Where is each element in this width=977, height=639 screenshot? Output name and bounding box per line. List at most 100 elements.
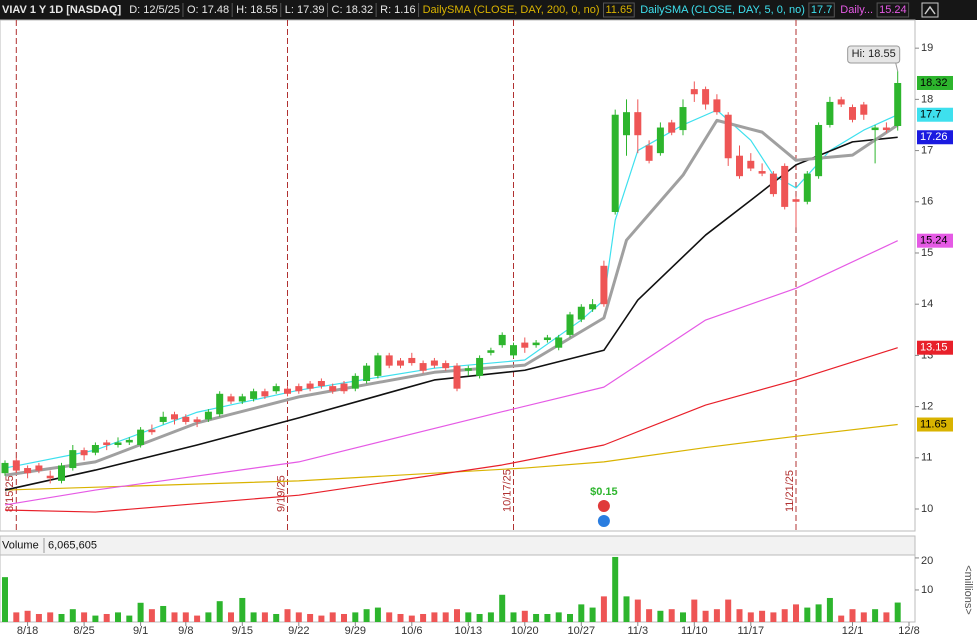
x-tick-label: 9/1: [133, 625, 148, 637]
x-tick-label: 9/8: [178, 625, 193, 637]
price-tag: [917, 340, 953, 355]
volume-bar: [804, 607, 811, 622]
tool-icon[interactable]: [921, 2, 939, 18]
volume-bar: [442, 612, 449, 622]
sma-line: [4, 109, 898, 469]
volume-bar: [883, 612, 890, 622]
header-item: D: 12/5/25: [129, 4, 180, 16]
volume-bar: [182, 612, 189, 622]
volume-bar: [826, 597, 833, 622]
candle-body: [284, 388, 291, 394]
x-tick-label: 10/20: [511, 625, 539, 637]
volume-bar: [600, 596, 607, 622]
volume-bar: [171, 612, 178, 622]
volume-bar: [657, 610, 664, 622]
header-item: C: 18.32: [332, 4, 374, 16]
legend-entry: DailySMA (CLOSE, DAY, 5, 0, no): [640, 4, 805, 16]
legend-value: 17.7: [811, 4, 832, 16]
price-tag: [917, 107, 953, 122]
sma-line: [4, 347, 898, 513]
volume-bar: [284, 609, 291, 622]
candle-body: [849, 107, 856, 120]
candle-body: [385, 355, 393, 366]
candle-body: [510, 345, 517, 356]
candle-body: [12, 460, 20, 471]
volume-bar: [341, 613, 347, 622]
candle-body: [702, 89, 710, 105]
volume-bar: [894, 602, 901, 622]
candle-body: [894, 82, 902, 126]
candle-body: [295, 386, 303, 392]
hi-label: Hi: 18.55: [852, 48, 896, 60]
volume-bar: [2, 577, 8, 622]
volume-bar: [668, 609, 675, 622]
legend-value-box: [808, 2, 835, 18]
icon-glyph[interactable]: [924, 5, 936, 15]
volume-unit: <millions>: [962, 565, 974, 615]
candle-body: [837, 99, 845, 105]
candle-body: [453, 365, 461, 389]
candle-body: [623, 112, 630, 136]
volume-bar: [216, 601, 223, 622]
volume-bar: [126, 615, 133, 622]
candle-body: [408, 357, 416, 364]
x-tick-label: 10/13: [455, 625, 483, 637]
volume-bar: [386, 612, 393, 622]
volume-bar: [499, 594, 506, 622]
candle-body: [634, 112, 642, 136]
price-tag-label: 15.24: [920, 235, 948, 247]
candle-body: [351, 375, 359, 389]
volume-bar: [35, 613, 42, 622]
volume-bar: [860, 612, 867, 622]
legend-value-box: [603, 2, 635, 18]
candle-body: [91, 445, 99, 453]
candle-body: [46, 475, 54, 479]
candle-body: [80, 450, 88, 456]
candle-body: [227, 396, 235, 402]
candle-body: [826, 101, 834, 125]
x-tick-label: 9/22: [288, 625, 309, 637]
candle-body: [747, 160, 755, 169]
volume-bar: [702, 610, 709, 622]
price-tag-label: 18.32: [920, 77, 948, 89]
volume-bar: [465, 612, 472, 622]
candle-body: [171, 414, 178, 420]
volume-bar: [239, 597, 246, 622]
legend-entry: DailySMA (CLOSE, DAY, 200, 0, no): [423, 4, 600, 16]
volume-tick-label: 10: [921, 584, 933, 596]
header-item: R: 1.16: [380, 4, 415, 16]
volume-bar: [476, 613, 483, 622]
price-tag: [917, 75, 953, 90]
candle-body: [679, 107, 687, 131]
candle-body: [148, 429, 156, 433]
volume-bar: [81, 612, 88, 622]
candle-body: [114, 442, 122, 445]
price-tag-label: 17.7: [920, 109, 941, 121]
header-item: O: 17.48: [187, 4, 229, 16]
candle-body: [871, 127, 879, 131]
price-tag: [917, 417, 953, 432]
volume-bar: [273, 613, 280, 622]
y-tick-label: 16: [921, 196, 933, 208]
icon-frame[interactable]: [921, 2, 939, 18]
volume-bar: [408, 615, 415, 622]
x-tick-label: 9/29: [345, 625, 366, 637]
header-bar: [0, 0, 977, 20]
volume-bar: [725, 599, 732, 622]
volume-bar: [521, 610, 528, 622]
volume-bar: [92, 615, 99, 622]
volume-bar: [228, 612, 234, 622]
volume-tick-label: 20: [921, 555, 933, 567]
volume-bar: [815, 604, 822, 622]
volume-bar: [13, 612, 20, 622]
price-tag: [917, 130, 953, 145]
candle-body: [137, 429, 145, 445]
volume-bar: [148, 609, 155, 622]
expiration-label: 10/17/25: [501, 469, 513, 512]
volume-title: Volume: [2, 539, 39, 551]
expiration-label: 11/21/25: [784, 470, 796, 512]
candle-body: [35, 465, 43, 471]
candle-body: [272, 386, 280, 392]
volume-bar: [115, 612, 121, 622]
